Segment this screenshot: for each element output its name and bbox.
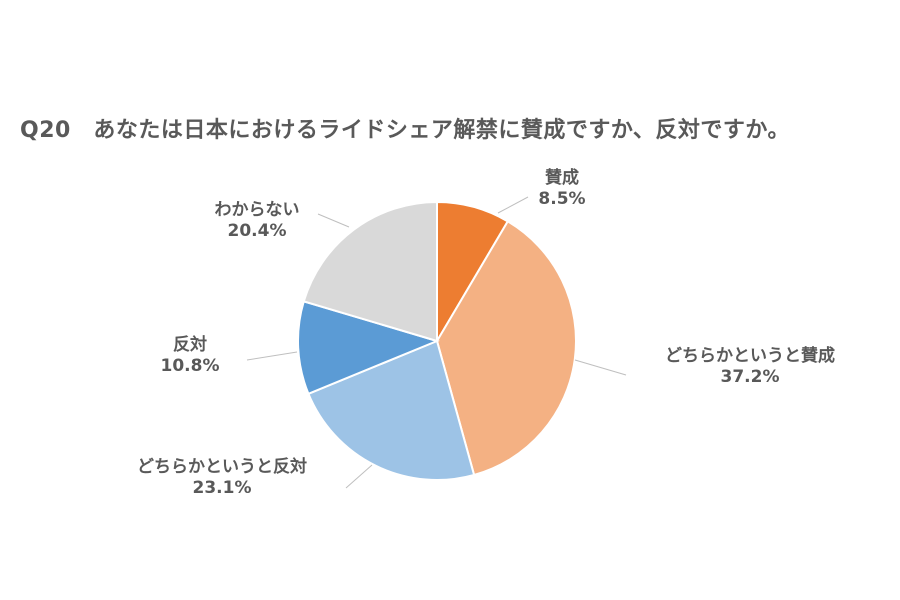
leader-line bbox=[574, 359, 627, 376]
pie-slice bbox=[307, 339, 476, 482]
pie-slice bbox=[302, 200, 438, 343]
slice-category-label: どちらかというと反対 bbox=[137, 456, 307, 477]
slice-value-label: 10.8% bbox=[161, 356, 220, 376]
leader-line bbox=[246, 351, 298, 361]
leader-line bbox=[497, 196, 529, 214]
slice-category-label: どちらかというと賛成 bbox=[665, 345, 835, 366]
slice-value-label: 20.4% bbox=[228, 221, 287, 241]
slice-category-label: わからない bbox=[215, 200, 300, 220]
slice-value-label: 23.1% bbox=[193, 478, 252, 498]
slice-category-label: 反対 bbox=[173, 334, 207, 355]
chart-title: Q20 あなたは日本におけるライドシェア解禁に賛成ですか、反対ですか。 bbox=[20, 118, 790, 143]
slice-category-label: 賛成 bbox=[545, 167, 579, 188]
leader-line bbox=[317, 213, 350, 228]
pie-slice bbox=[297, 300, 441, 396]
slice-value-label: 37.2% bbox=[721, 367, 780, 387]
slice-value-label: 8.5% bbox=[538, 189, 585, 209]
pie-slice bbox=[435, 219, 577, 477]
leader-line bbox=[345, 464, 373, 489]
